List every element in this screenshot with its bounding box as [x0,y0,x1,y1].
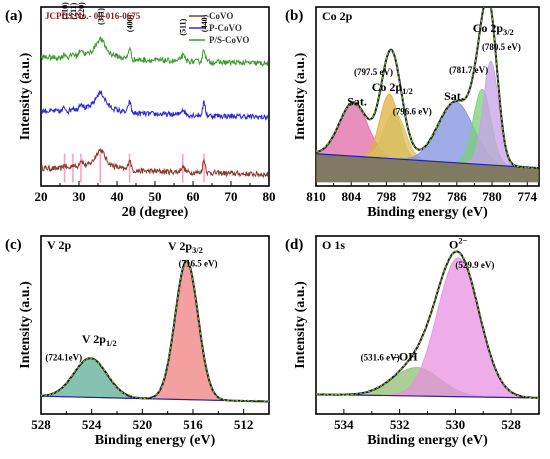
panel-title-b: Co 2p [322,9,353,23]
x-tick-label: 528 [31,417,51,432]
hkl-label: (220) [77,2,86,20]
y-axis-title: Intensity (a.u.) [18,52,33,140]
panel-d-o1s: 534 532 530 528 Binding energy (eV) Intensity… [285,235,540,448]
peak-annotation: (781.7 eV) [449,65,488,75]
x-tick-label: 512 [234,417,254,432]
panel-c-v2p: 528 524 520 516 512 Binding energy (eV) Intens… [5,235,270,448]
legend-label: P/S-CoVO [209,35,249,45]
x-tick-label: 50 [149,189,162,204]
panel-letter-a: (a) [5,8,23,24]
panel-letter-c: (c) [5,237,22,253]
x-tick-label: 530 [446,417,466,432]
peak-annotation: –OH [392,350,418,364]
hkl-label: (511) [179,18,188,35]
x-tick-label: 798 [377,189,397,204]
xps-plot-area-c [41,259,269,403]
peak-annotation: V 2p1/2 [82,332,117,348]
panel-letter-b: (b) [285,8,303,24]
x-axis-title: Binding energy (eV) [95,433,216,448]
peak-annotation: Sat. [347,94,367,108]
x-tick-label: 80 [263,189,276,204]
x-tick-label: 20 [35,189,48,204]
peak-annotation: (529.9 eV) [455,260,494,270]
x-tick-label: 520 [133,417,153,432]
peak-annotation: V 2p3/2 [168,239,203,255]
peak-annotation: Co 2p3/2 [473,21,514,37]
x-axis-title: Binding energy (eV) [367,433,488,448]
hkl-label: (440) [200,14,209,32]
panel-title-c: V 2p [47,238,71,252]
panel-a-frame [40,6,270,187]
y-axis-title: Intensity (a.u.) [18,281,33,369]
x-tick-label: 792 [412,189,432,204]
peak-annotation: Co 2p1/2 [372,80,413,96]
peak-annotation: O2− [449,236,468,251]
x-tick-label: 786 [447,189,467,204]
peak-annotation: (797.5 eV) [354,67,393,77]
x-tick-label: 516 [183,417,203,432]
hkl-label: (311) [96,8,105,25]
xps-baseline [316,153,539,169]
hkl-label: (400) [126,14,135,32]
hkl-label: (210) [61,2,70,20]
x-tick-label: 30 [73,189,86,204]
legend-label: P-CoVO [209,23,242,33]
panel-b-co2p: 810 804 798 792 786 780 774 Binding energy (eV)… [285,6,540,220]
xrd-series-line-p-covo [41,90,269,122]
y-axis-title: Intensity (a.u.) [293,281,308,369]
panel-letter-d: (d) [285,237,303,253]
xps-raw-data [316,250,539,400]
x-tick-label: 780 [482,189,502,204]
xps-envelope-fit [41,259,269,403]
panel-title-d: O 1s [322,238,345,252]
peak-annotation: (780.5 eV) [482,42,521,52]
x-tick-label: 70 [225,189,238,204]
peak-annotation: (531.6 eV) [361,353,400,363]
x-tick-label: 524 [82,417,102,432]
y-axis-title: Intensity (a.u.) [293,52,308,140]
x-tick-label: 528 [501,417,521,432]
panel-c-frame [40,235,270,415]
x-tick-label: 804 [341,189,361,204]
x-tick-label: 534 [334,417,354,432]
legend-label: CoVO [209,11,233,21]
jcpds-label: JCPDS No.- 00-016-0675 [45,11,141,21]
x-tick-label: 810 [306,189,326,204]
x-axis-title: 2θ (degree) [122,205,189,220]
hkl-label: (211) [69,2,78,19]
xrd-plot-area [41,35,269,183]
xps-component-peak [316,257,539,399]
peak-annotation: Sat. [444,89,464,103]
x-tick-label: 40 [111,189,124,204]
peak-annotation: (796.6 eV) [393,106,432,116]
panel-a-xrd: 20 30 40 50 60 70 80 2θ (degree) Intensity (a.u.… [5,2,276,220]
xps-background-area [316,153,539,183]
xps-plot-area-d [316,250,539,400]
x-tick-label: 774 [518,189,538,204]
x-tick-label: 532 [390,417,410,432]
x-axis-title: Binding energy (eV) [367,205,488,220]
xps-envelope-fit [316,7,539,170]
xrd-series-line-p/s-covo [41,35,269,67]
panel-b-frame [315,6,540,187]
x-tick-label: 60 [187,189,200,204]
peak-annotation: (724.1eV) [45,353,82,363]
peak-annotation: (716.5 eV) [179,258,218,268]
xrd-series-line-covo [41,147,269,179]
xps-plot-area-b [316,7,539,183]
